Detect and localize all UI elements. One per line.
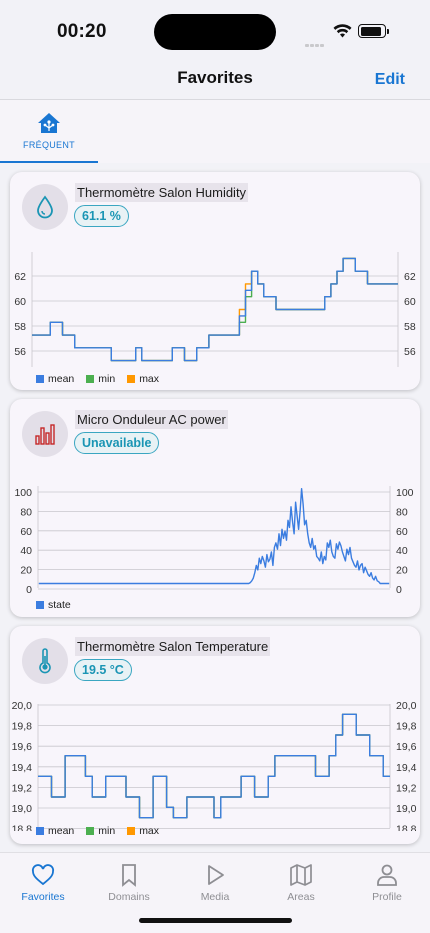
- thermometer-icon: [39, 648, 51, 674]
- tab-frequent[interactable]: FRÉQUENT: [0, 100, 98, 163]
- y-tick-label-left: 60: [14, 296, 26, 308]
- legend-min: min: [86, 825, 115, 837]
- home-assistant-icon: [38, 113, 60, 133]
- y-tick-label-right: 0: [396, 584, 402, 596]
- y-tick-label-left: 19,6: [12, 741, 33, 753]
- entity-avatar: [22, 638, 68, 684]
- navigation-bar: Favorites Edit: [0, 62, 430, 98]
- y-tick-label-right: 58: [404, 321, 416, 333]
- y-tick-label-right: 62: [404, 271, 416, 283]
- tab-bar: FRÉQUENT: [0, 99, 430, 163]
- edit-button[interactable]: Edit: [374, 71, 405, 88]
- power-bars-icon: [35, 424, 55, 445]
- y-tick-label-right: 19,2: [396, 782, 417, 794]
- y-tick-label-right: 19,0: [396, 803, 417, 815]
- chart-legend: mean min max: [36, 373, 159, 385]
- entity-state-badge: 61.1 %: [74, 205, 129, 227]
- entity-name: Micro Onduleur AC power: [75, 410, 228, 429]
- legend-mean: mean: [36, 825, 74, 837]
- nav-areas[interactable]: Areas: [258, 853, 344, 913]
- series-line-mean: [32, 257, 398, 362]
- y-tick-label-right: 56: [404, 346, 416, 358]
- y-tick-label-left: 0: [26, 584, 32, 596]
- entity-name: Thermomètre Salon Temperature: [75, 637, 271, 656]
- entity-card-humidity[interactable]: Thermomètre Salon Humidity 61.1 % 62 62 60…: [10, 172, 420, 390]
- y-tick-label-left: 40: [20, 545, 32, 557]
- water-drop-icon: [37, 195, 53, 219]
- history-chart: 100 100 80 80 60 60 40 40 20 20 0 0: [14, 486, 414, 596]
- y-tick-label-right: 20,0: [396, 700, 417, 712]
- legend-mean: mean: [36, 373, 74, 385]
- y-tick-label-right: 80: [396, 506, 408, 518]
- page-title: Favorites: [177, 68, 253, 87]
- y-tick-label-right: 19,4: [396, 762, 417, 774]
- profile-icon: [377, 864, 397, 886]
- bookmark-icon: [122, 864, 136, 887]
- entity-state-badge: 19.5 °C: [74, 659, 132, 681]
- status-time: 00:20: [57, 21, 107, 42]
- y-tick-label-right: 19,8: [396, 721, 417, 733]
- y-tick-label-right: 19,6: [396, 741, 417, 753]
- y-tick-label-right: 18,8: [396, 824, 417, 831]
- entity-name: Thermomètre Salon Humidity: [75, 183, 249, 202]
- home-indicator: [139, 918, 292, 923]
- wifi-icon: [333, 24, 352, 38]
- y-tick-label-left: 80: [20, 506, 32, 518]
- legend-max: max: [127, 825, 159, 837]
- nav-favorites[interactable]: Favorites: [0, 853, 86, 913]
- history-chart: 20,0 20,0 19,8 19,8 19,6 19,6 19,4 19,4 19,2 19,2…: [12, 700, 417, 831]
- y-tick-label-right: 100: [396, 487, 414, 499]
- entity-avatar: [22, 411, 68, 457]
- y-tick-label-left: 19,8: [12, 721, 33, 733]
- cellular-signal-icon: [305, 34, 325, 52]
- y-tick-label-left: 19,4: [12, 762, 33, 774]
- entity-card-temperature[interactable]: Thermomètre Salon Temperature 19.5 °C 20…: [10, 626, 420, 844]
- series-line-mean: [38, 713, 390, 819]
- nav-profile[interactable]: Profile: [344, 853, 430, 913]
- series-line-min: [32, 257, 398, 362]
- heart-icon: [31, 864, 55, 886]
- series-line-max: [32, 257, 398, 362]
- y-tick-label-left: 19,0: [12, 803, 33, 815]
- entity-avatar: [22, 184, 68, 230]
- status-bar: 00:20: [0, 0, 430, 62]
- legend-state: state: [36, 599, 71, 611]
- y-tick-label-right: 40: [396, 545, 408, 557]
- y-tick-label-right: 20: [396, 565, 408, 577]
- y-tick-label-left: 18,8: [12, 824, 33, 831]
- chart-legend: mean min max: [36, 825, 159, 837]
- play-icon: [208, 865, 224, 885]
- tab-frequent-label: FRÉQUENT: [23, 140, 75, 150]
- y-tick-label-left: 62: [14, 271, 26, 283]
- entity-card-power[interactable]: Micro Onduleur AC power Unavailable 100 1…: [10, 399, 420, 617]
- nav-media[interactable]: Media: [172, 853, 258, 913]
- battery-icon: [358, 24, 389, 38]
- y-tick-label-left: 60: [20, 526, 32, 538]
- y-tick-label-left: 58: [14, 321, 26, 333]
- y-tick-label-left: 19,2: [12, 782, 33, 794]
- y-tick-label-left: 100: [14, 487, 32, 499]
- y-tick-label-left: 56: [14, 346, 26, 358]
- y-tick-label-right: 60: [396, 526, 408, 538]
- legend-max: max: [127, 373, 159, 385]
- nav-domains[interactable]: Domains: [86, 853, 172, 913]
- tab-active-indicator: [0, 161, 98, 163]
- entity-state-badge: Unavailable: [74, 432, 160, 454]
- map-icon: [290, 864, 312, 886]
- y-tick-label-right: 60: [404, 296, 416, 308]
- series-line-state: [38, 488, 390, 585]
- y-tick-label-left: 20: [20, 565, 32, 577]
- y-tick-label-left: 20,0: [12, 700, 33, 712]
- history-chart: 62 62 60 60 58 58 56 56: [14, 252, 416, 367]
- legend-min: min: [86, 373, 115, 385]
- chart-legend: state: [36, 599, 71, 611]
- dynamic-island: [154, 14, 276, 50]
